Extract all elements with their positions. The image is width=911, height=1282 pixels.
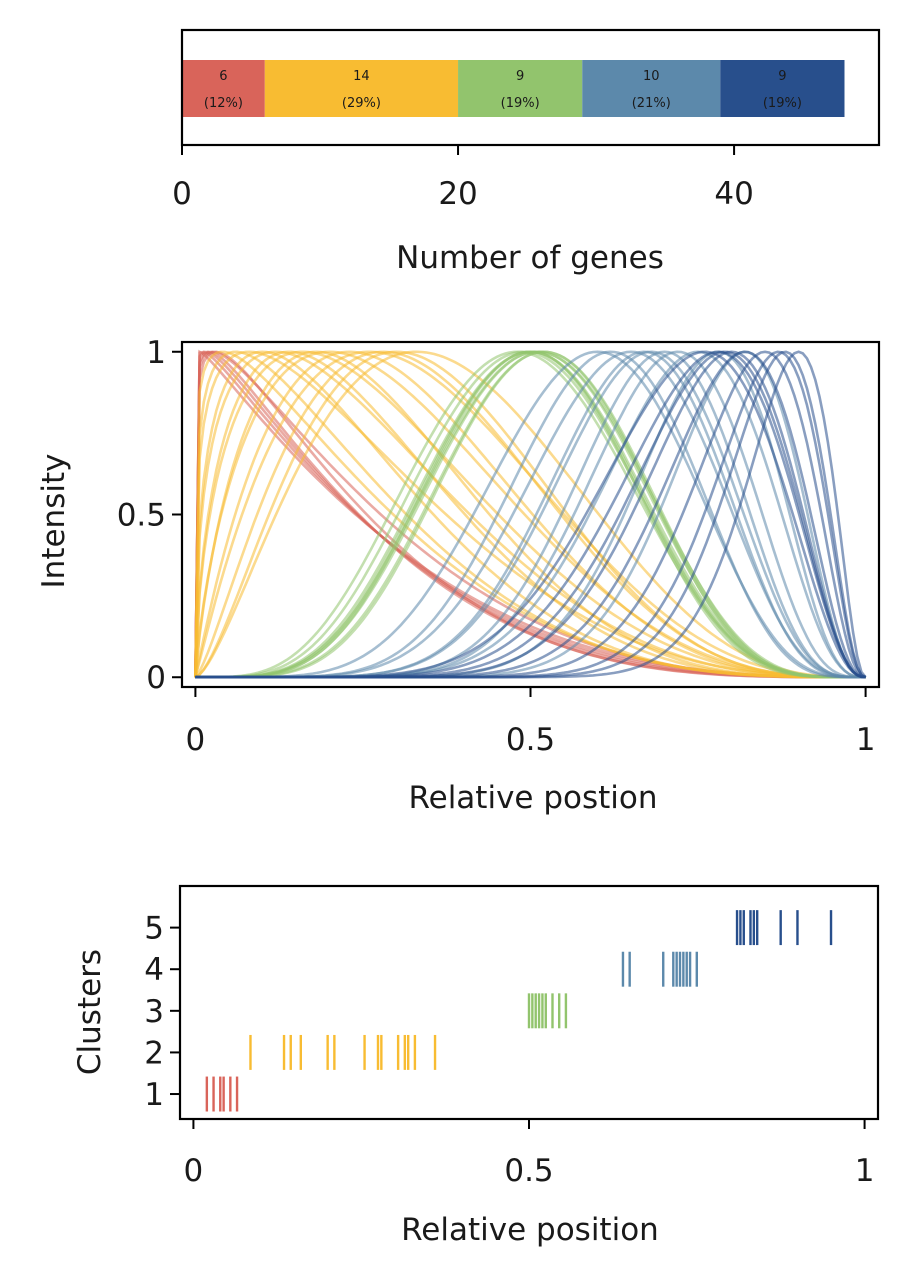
y-tick-label: 3 — [144, 994, 164, 1030]
segment-count-label: 9 — [516, 69, 524, 84]
x-tick-label: 20 — [438, 176, 477, 212]
segment-percent-label: (12%) — [204, 96, 243, 111]
segment-percent-label: (21%) — [632, 96, 671, 111]
bar-segment-1 — [182, 60, 265, 117]
x-tick-label: 0.5 — [506, 722, 555, 758]
bar-segment-5 — [720, 60, 845, 117]
y-tick-label: 2 — [144, 1035, 164, 1071]
intensity-curves — [194, 349, 867, 679]
intensity-axes: 0 0.5 1 0 0.5 1 — [117, 335, 876, 758]
intensity-ylabel: Intensity — [36, 454, 72, 589]
bar-segment-2 — [264, 60, 459, 117]
y-tick-label: 1 — [144, 1077, 164, 1113]
cluster-axes: 0 0.5 1 1 2 3 4 5 — [144, 911, 874, 1189]
y-tick-label: 1 — [146, 335, 166, 371]
y-tick-label: 4 — [144, 952, 164, 988]
bar-segment-4 — [582, 60, 721, 117]
gene-count-panel: 6 (12%) 14 (29%) 9 (19%) 10 (21%) 9 (19%) 0 20 40 N… — [172, 28, 881, 276]
intensity-curve-cluster-5 — [195, 350, 867, 679]
segment-count-label: 14 — [353, 69, 370, 84]
gene-count-frame — [180, 28, 881, 147]
y-tick-label: 0 — [146, 660, 166, 696]
segment-count-label: 6 — [219, 69, 227, 84]
intensity-curve-cluster-2 — [194, 350, 866, 679]
x-tick-label: 0 — [186, 722, 206, 758]
intensity-curve-cluster-2 — [194, 350, 866, 679]
y-tick-label: 0.5 — [117, 498, 166, 534]
x-tick-label: 1 — [855, 1153, 875, 1189]
segment-percent-label: (29%) — [342, 96, 381, 111]
cluster-ticks — [205, 910, 833, 1112]
cluster-panel: 0 0.5 1 1 2 3 4 5 Relative position Clusters — [72, 884, 880, 1248]
x-tick-label: 0 — [184, 1153, 204, 1189]
cluster-xlabel: Relative position — [401, 1212, 659, 1248]
gene-count-xlabel: Number of genes — [396, 240, 664, 276]
cluster-ylabel: Clusters — [72, 949, 108, 1075]
bar-segment-3 — [458, 60, 583, 117]
x-tick-label: 0.5 — [504, 1153, 553, 1189]
segment-count-label: 10 — [643, 69, 660, 84]
intensity-curve-cluster-2 — [194, 350, 866, 679]
intensity-curve-cluster-3 — [195, 350, 866, 679]
x-tick-label: 0 — [172, 176, 192, 212]
segment-percent-label: (19%) — [763, 96, 802, 111]
segment-percent-label: (19%) — [501, 96, 540, 111]
intensity-panel: 0 0.5 1 0 0.5 1 Relative postion Intensity — [36, 335, 881, 816]
stacked-bar: 6 (12%) 14 (29%) 9 (19%) 10 (21%) 9 (19%) — [182, 60, 845, 117]
intensity-curve-cluster-2 — [194, 350, 866, 679]
x-tick-label: 1 — [856, 722, 876, 758]
gene-count-x-axis: 0 20 40 — [172, 145, 754, 212]
y-tick-label: 5 — [144, 911, 164, 947]
segment-count-label: 9 — [778, 69, 786, 84]
intensity-xlabel: Relative postion — [408, 780, 657, 816]
x-tick-label: 40 — [714, 176, 753, 212]
